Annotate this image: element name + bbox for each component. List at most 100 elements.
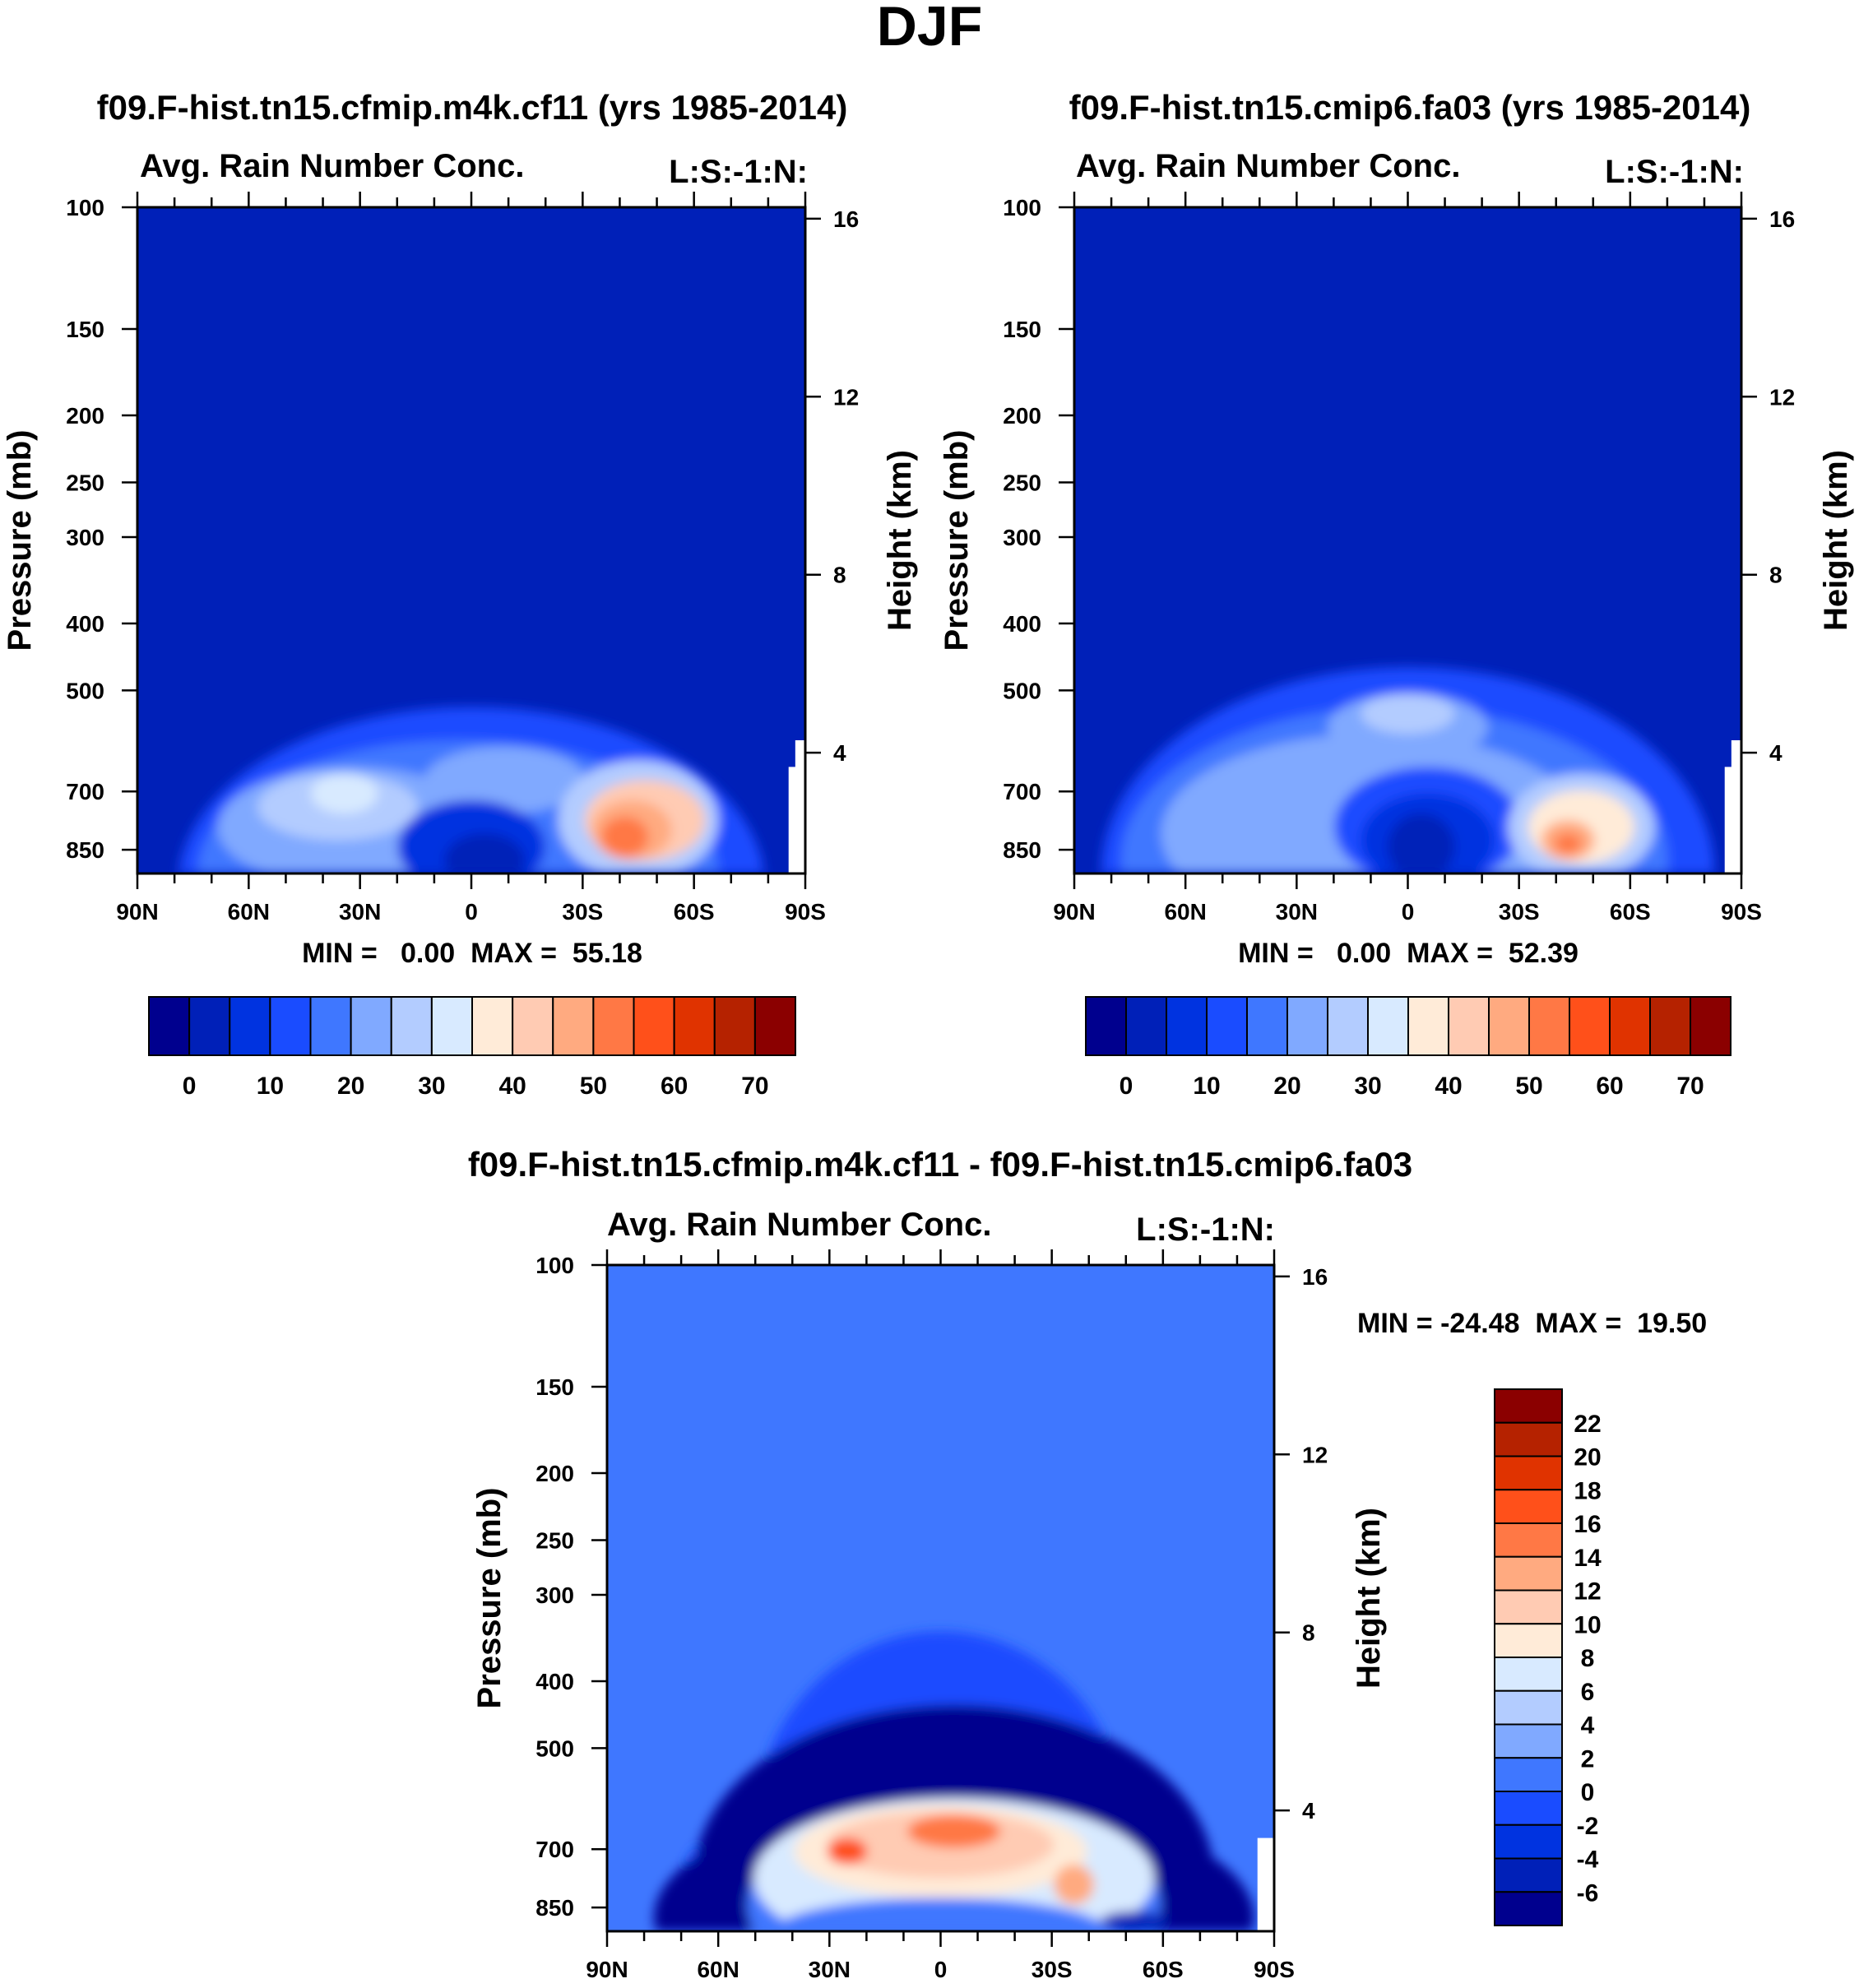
colorbar-box — [188, 996, 231, 1056]
colorbar-box — [148, 996, 191, 1056]
x-tick-label: 0 — [465, 899, 478, 924]
colorbar-box — [1494, 1623, 1563, 1658]
x-tick-label: 90N — [1053, 899, 1095, 924]
colorbar-label: 2 — [1581, 1745, 1595, 1773]
y-tick-label: 700 — [66, 779, 104, 804]
panel-1-title: f09.F-hist.tn15.cfmip.m4k.cf11 (yrs 1985… — [97, 88, 848, 127]
colorbar-box — [1528, 996, 1570, 1056]
colorbar-box — [390, 996, 433, 1056]
panel-3-title: f09.F-hist.tn15.cfmip.m4k.cf11 - f09.F-h… — [468, 1145, 1412, 1184]
contour-region — [1554, 833, 1582, 854]
colorbar-label: 20 — [1273, 1073, 1300, 1100]
x-tick-label: 60N — [697, 1957, 739, 1982]
y-tick-label: 200 — [1003, 403, 1041, 429]
colorbar-box — [1246, 996, 1288, 1056]
x-tick-label: 90S — [1721, 899, 1762, 924]
y2-tick-label: 16 — [833, 206, 859, 232]
y2-tick-label: 8 — [1302, 1620, 1315, 1646]
panel-2-field — [1074, 207, 1741, 874]
contour-region — [827, 1837, 868, 1865]
x-tick-label: 90N — [586, 1957, 628, 1982]
y-tick-label: 300 — [535, 1583, 574, 1608]
y-tick-label: 400 — [66, 611, 104, 637]
y-tick-label: 400 — [1003, 611, 1041, 637]
y-tick-label: 200 — [66, 403, 104, 429]
colorbar-box — [1327, 996, 1369, 1056]
colorbar-box — [1488, 996, 1530, 1056]
y2-tick-label: 4 — [1769, 740, 1783, 766]
field-contours — [653, 1631, 1254, 1931]
y-tick-label: 150 — [1003, 317, 1041, 342]
panel-3-field — [607, 1265, 1274, 1931]
y-tick-label: 100 — [535, 1253, 574, 1278]
colorbar-box — [1569, 996, 1611, 1056]
y2-tick-label: 4 — [833, 740, 846, 766]
colorbar-label: -6 — [1577, 1879, 1599, 1907]
colorbar-box — [633, 996, 675, 1056]
contour-region — [1101, 1911, 1168, 1931]
colorbar-label: 30 — [1354, 1073, 1381, 1100]
colorbar-box — [1609, 996, 1651, 1056]
colorbar-label: 50 — [580, 1073, 607, 1100]
panel-1-tag: L:S:-1:N: — [669, 154, 808, 190]
colorbar-label: 16 — [1574, 1511, 1601, 1538]
colorbar-box — [753, 996, 796, 1056]
colorbar-label: 4 — [1581, 1712, 1595, 1740]
panel-2-variable: Avg. Rain Number Conc. — [1076, 148, 1460, 184]
y2-tick-label: 4 — [1302, 1798, 1315, 1823]
y-tick-label: 150 — [66, 317, 104, 342]
y-tick-label: 250 — [1003, 470, 1041, 495]
y-tick-label: 700 — [535, 1837, 574, 1862]
colorbar-box — [1166, 996, 1208, 1056]
contour-region — [311, 773, 378, 814]
colorbar-label: 70 — [1676, 1073, 1704, 1100]
colorbar-box — [552, 996, 595, 1056]
colorbar-box — [1649, 996, 1691, 1056]
colorbar-label: 60 — [1596, 1073, 1623, 1100]
contour-region — [1054, 1865, 1094, 1905]
colorbar-label: 0 — [183, 1073, 197, 1100]
figure-title: DJF — [877, 0, 982, 58]
contour-region — [444, 833, 525, 874]
x-tick-label: 0 — [934, 1957, 948, 1982]
y2-tick-label: 8 — [833, 563, 846, 588]
colorbar-box — [1494, 1689, 1563, 1726]
panel-1-stats: MIN = 0.00 MAX = 55.18 — [302, 938, 642, 969]
y-tick-label: 100 — [66, 195, 104, 220]
x-tick-label: 30S — [1031, 1957, 1073, 1982]
colorbar-label: 0 — [1581, 1779, 1595, 1806]
y2-axis-title: Height (km) — [882, 450, 918, 631]
y2-axis-title: Height (km) — [1818, 450, 1854, 631]
colorbar-box — [713, 996, 756, 1056]
colorbar-box — [309, 996, 352, 1056]
colorbar-label: 18 — [1574, 1477, 1601, 1504]
colorbar-box — [1494, 1421, 1563, 1457]
y-tick-label: 200 — [535, 1461, 574, 1486]
colorbar-box — [1407, 996, 1449, 1056]
y-tick-label: 850 — [66, 837, 104, 863]
y-tick-label: 850 — [1003, 837, 1041, 863]
y2-tick-label: 16 — [1302, 1264, 1328, 1290]
colorbar-label: -2 — [1577, 1813, 1599, 1840]
y-axis-title: Pressure (mb) — [2, 430, 38, 651]
y-tick-label: 150 — [535, 1374, 574, 1400]
y-tick-label: 250 — [535, 1527, 574, 1553]
y-tick-label: 400 — [535, 1669, 574, 1694]
colorbar-box — [1494, 1657, 1563, 1692]
colorbar-box — [430, 996, 473, 1056]
colorbar-box — [1286, 996, 1328, 1056]
colorbar-box — [229, 996, 271, 1056]
y-axis-title: Pressure (mb) — [471, 1488, 508, 1709]
colorbar-box — [1494, 1388, 1563, 1424]
y-tick-label: 100 — [1003, 195, 1041, 220]
colorbar-label: 10 — [1574, 1611, 1601, 1638]
panel-1-field — [137, 207, 805, 874]
contour-region — [773, 1898, 1108, 1931]
colorbar-box — [673, 996, 716, 1056]
panel-2-stats: MIN = 0.00 MAX = 52.39 — [1238, 938, 1579, 969]
panel-3-stats: MIN = -24.48 MAX = 19.50 — [1357, 1308, 1707, 1339]
y-tick-label: 300 — [1003, 525, 1041, 550]
colorbar-box — [512, 996, 554, 1056]
colorbar-box — [1494, 1857, 1563, 1893]
